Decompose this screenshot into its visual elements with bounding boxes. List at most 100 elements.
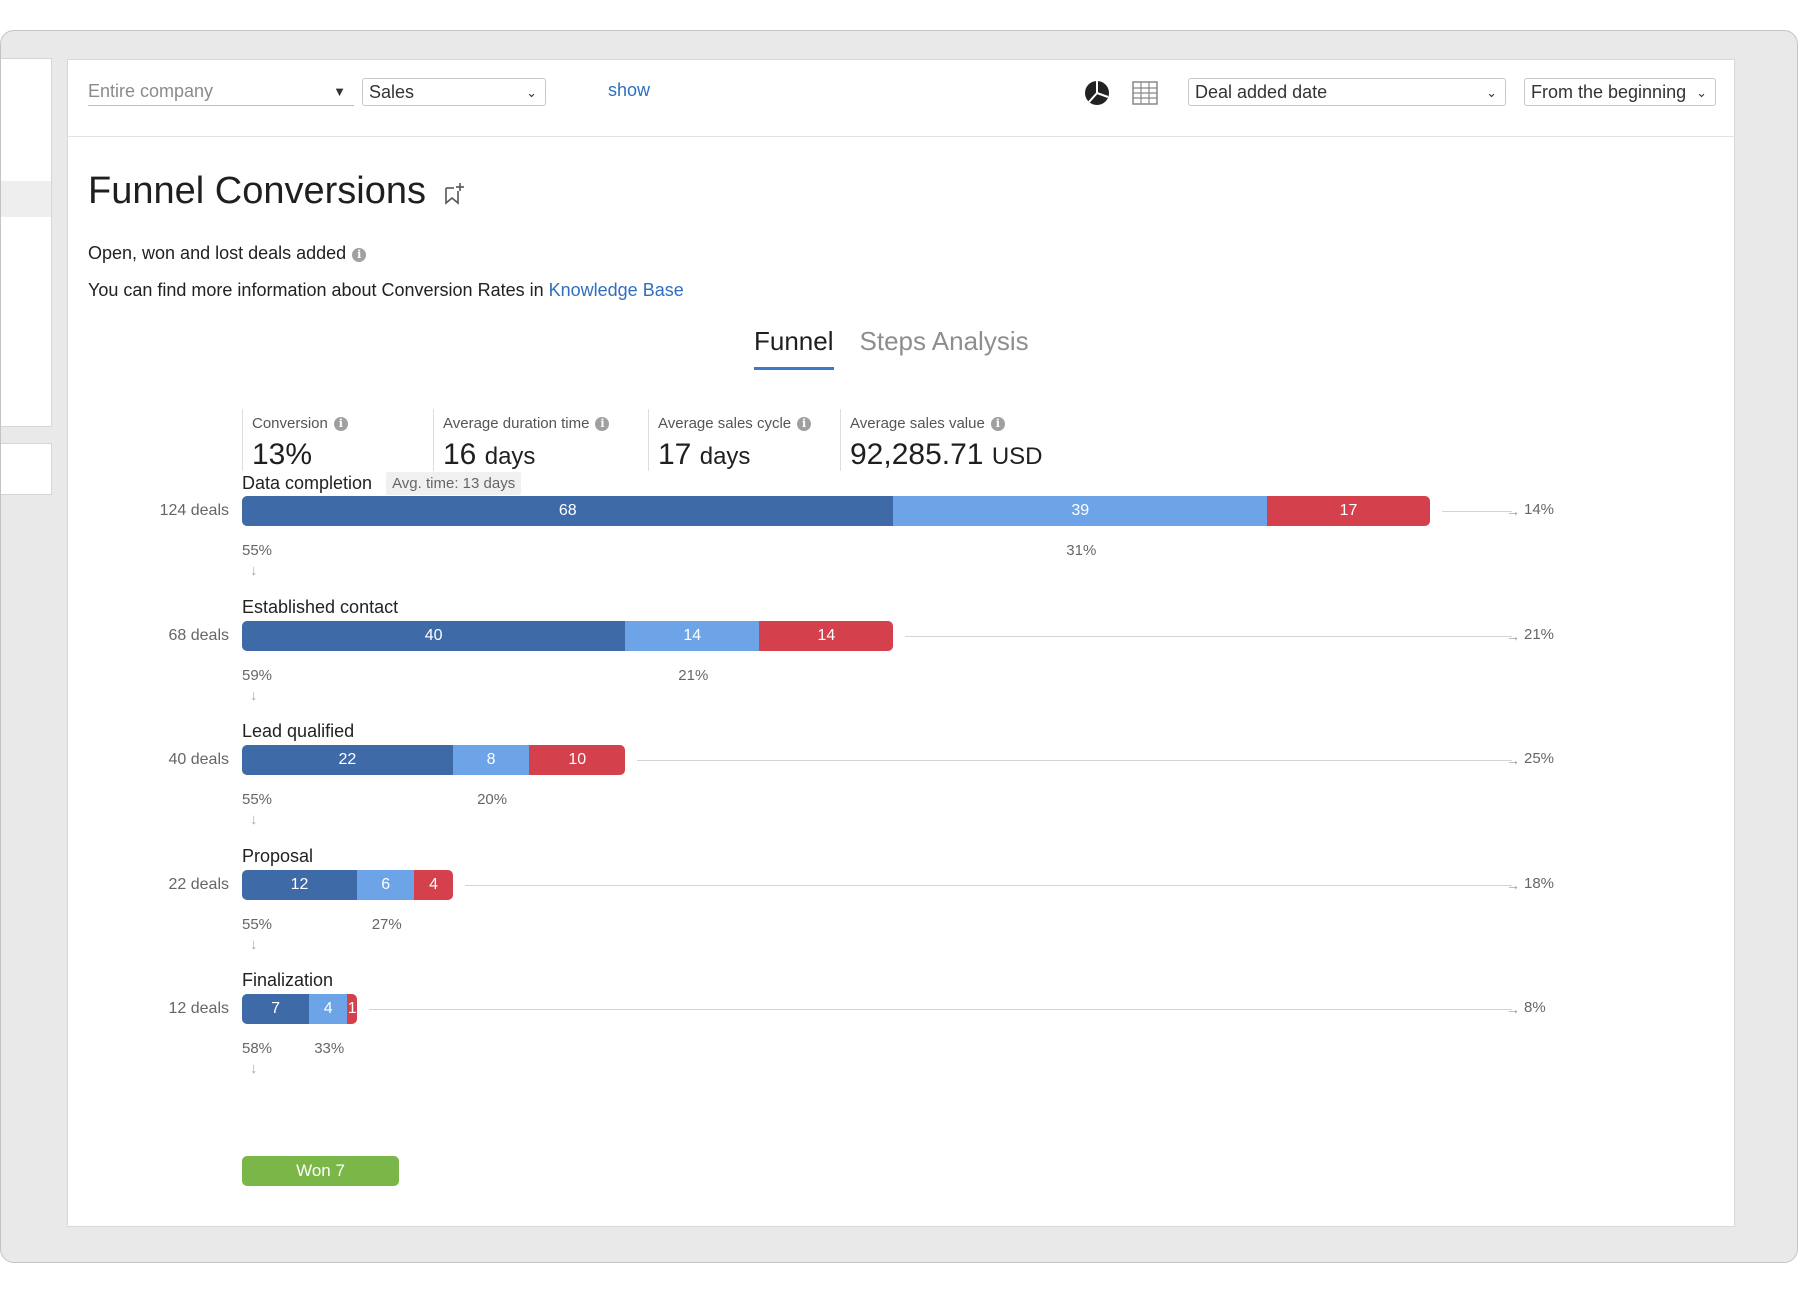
chevron-down-icon: ⌄ bbox=[526, 85, 537, 100]
period-select[interactable]: From the beginning ⌄ bbox=[1524, 78, 1716, 106]
info-icon[interactable]: i bbox=[595, 417, 610, 431]
bar-segment-open[interactable]: 12 bbox=[242, 870, 357, 900]
open-percentage: 55% bbox=[242, 916, 273, 933]
stage-name: Finalization bbox=[242, 970, 333, 991]
stat-average-sales-cycle: Average sales cycle i 17 days bbox=[648, 409, 840, 471]
left-nav-selected-item[interactable] bbox=[1, 181, 51, 217]
scope-select-value: Entire company bbox=[88, 81, 214, 101]
report-panel: Entire company ▼ Sales ⌄ show bbox=[67, 59, 1735, 1227]
bar-segment-won[interactable]: 8 bbox=[452, 745, 530, 775]
subtitle-text: Open, won and lost deals added bbox=[88, 243, 347, 263]
bar-segment-open[interactable]: 22 bbox=[242, 745, 453, 775]
bar-segment-open[interactable]: 40 bbox=[242, 621, 626, 651]
table-view-icon[interactable] bbox=[1132, 81, 1158, 105]
stage-bar[interactable]: 40 14 14 bbox=[242, 621, 894, 651]
bar-segment-open[interactable]: 7 bbox=[242, 994, 310, 1024]
knowledge-base-link[interactable]: Knowledge Base bbox=[548, 280, 684, 300]
arrow-down-icon: ↓ bbox=[250, 936, 258, 953]
arrow-right-icon: → bbox=[1506, 503, 1520, 519]
date-field-select[interactable]: Deal added date ⌄ bbox=[1188, 78, 1506, 106]
arrow-right-icon: → bbox=[1506, 877, 1520, 893]
pipeline-select[interactable]: Sales ⌄ bbox=[362, 78, 546, 106]
knowledge-base-note: You can find more information about Conv… bbox=[88, 280, 684, 301]
lost-percentage: 8% bbox=[1524, 999, 1546, 1016]
filter-bar: Entire company ▼ Sales ⌄ show bbox=[68, 60, 1734, 137]
stat-value: 92,285.71 bbox=[850, 438, 984, 471]
won-percentage: 27% bbox=[371, 916, 402, 933]
stat-label: Average sales cycle bbox=[658, 415, 792, 432]
app-frame: Entire company ▼ Sales ⌄ show bbox=[0, 30, 1798, 1263]
stage-bar[interactable]: 12 6 4 bbox=[242, 870, 453, 900]
bar-segment-lost[interactable]: 4 bbox=[414, 870, 453, 900]
stage-name: Proposal bbox=[242, 846, 313, 867]
open-percentage: 55% bbox=[242, 791, 273, 808]
stage-deal-count: 22 deals bbox=[168, 876, 230, 893]
stage-name: Established contact bbox=[242, 597, 398, 618]
bar-segment-won[interactable]: 14 bbox=[625, 621, 760, 651]
won-percentage: 33% bbox=[314, 1040, 345, 1057]
tab-funnel[interactable]: Funnel bbox=[754, 326, 834, 370]
lost-trail-line bbox=[905, 636, 1512, 637]
bar-segment-lost[interactable]: 14 bbox=[759, 621, 894, 651]
stage-name-text: Data completion bbox=[242, 473, 373, 493]
stat-value: 16 bbox=[443, 438, 477, 471]
arrow-right-icon: → bbox=[1506, 752, 1520, 768]
left-nav-panel bbox=[1, 58, 52, 427]
stage-name-text: Lead qualified bbox=[242, 721, 355, 741]
pie-chart-icon[interactable] bbox=[1084, 80, 1110, 106]
won-percentage: 21% bbox=[678, 667, 709, 684]
won-percentage: 31% bbox=[1066, 542, 1097, 559]
stage-deal-count: 124 deals bbox=[159, 502, 229, 519]
info-icon[interactable]: i bbox=[352, 248, 367, 262]
funnel-stage: Lead qualified 40 deals 22 8 10 → 25% 55% 20% ↓ bbox=[68, 721, 1736, 845]
bar-segment-lost[interactable]: 1 bbox=[347, 994, 357, 1024]
scope-select[interactable]: Entire company ▼ bbox=[88, 78, 354, 106]
view-tabs: Funnel Steps Analysis bbox=[754, 326, 1029, 370]
stage-name: Data completion Avg. time: 13 days bbox=[242, 472, 522, 495]
stage-bar[interactable]: 68 39 17 bbox=[242, 496, 1430, 526]
lost-percentage: 25% bbox=[1524, 750, 1555, 767]
funnel-stage: Proposal 22 deals 12 6 4 → 18% 55% 27% ↓ bbox=[68, 846, 1736, 970]
show-link[interactable]: show bbox=[608, 80, 651, 100]
won-total-pill[interactable]: Won 7 bbox=[242, 1156, 399, 1186]
avg-time-badge: Avg. time: 13 days bbox=[386, 472, 522, 495]
arrow-down-icon: ↓ bbox=[250, 1060, 258, 1077]
tab-steps-analysis[interactable]: Steps Analysis bbox=[859, 326, 1029, 356]
stage-name-text: Proposal bbox=[242, 846, 314, 866]
open-percentage: 55% bbox=[242, 542, 273, 559]
stat-label: Average sales value bbox=[850, 415, 985, 432]
lost-trail-line bbox=[1442, 511, 1512, 512]
bar-segment-won[interactable]: 39 bbox=[893, 496, 1268, 526]
summary-stats: Conversion i 13% Average duration time i 1… bbox=[242, 409, 1070, 471]
lost-percentage: 18% bbox=[1524, 875, 1555, 892]
bar-segment-won[interactable]: 4 bbox=[309, 994, 348, 1024]
arrow-down-icon: ↓ bbox=[250, 687, 258, 704]
caret-down-icon: ▼ bbox=[333, 84, 346, 99]
funnel-stage: Data completion Avg. time: 13 days 124 dea… bbox=[68, 472, 1736, 596]
stat-unit: days bbox=[484, 443, 536, 470]
stat-average-sales-value: Average sales value i 92,285.71 USD bbox=[840, 409, 1070, 471]
funnel-stage: Established contact 68 deals 40 14 14 → 21% 59%… bbox=[68, 597, 1736, 721]
stat-conversion: Conversion i 13% bbox=[242, 409, 433, 471]
info-icon[interactable]: i bbox=[797, 417, 812, 431]
arrow-down-icon: ↓ bbox=[250, 811, 258, 828]
chevron-down-icon: ⌄ bbox=[1486, 85, 1497, 100]
stat-value: 17 bbox=[658, 438, 692, 471]
info-icon[interactable]: i bbox=[333, 417, 348, 431]
bar-segment-open[interactable]: 68 bbox=[242, 496, 894, 526]
lost-trail-line bbox=[464, 885, 1512, 886]
funnel-stage: Finalization 12 deals 7 4 1 → 8% 58% 33% ↓ bbox=[68, 970, 1736, 1094]
stage-bar[interactable]: 22 8 10 bbox=[242, 745, 626, 775]
bar-segment-won[interactable]: 6 bbox=[356, 870, 415, 900]
info-icon[interactable]: i bbox=[990, 417, 1005, 431]
report-subtitle: Open, won and lost deals added i bbox=[88, 243, 367, 264]
stat-average-duration: Average duration time i 16 days bbox=[433, 409, 648, 471]
left-nav-panel-secondary bbox=[1, 443, 52, 495]
bookmark-add-icon[interactable] bbox=[443, 182, 465, 206]
won-percentage: 20% bbox=[477, 791, 508, 808]
bar-segment-lost[interactable]: 10 bbox=[529, 745, 626, 775]
stat-label: Average duration time bbox=[443, 415, 590, 432]
lost-percentage: 21% bbox=[1524, 626, 1555, 643]
bar-segment-lost[interactable]: 17 bbox=[1267, 496, 1430, 526]
